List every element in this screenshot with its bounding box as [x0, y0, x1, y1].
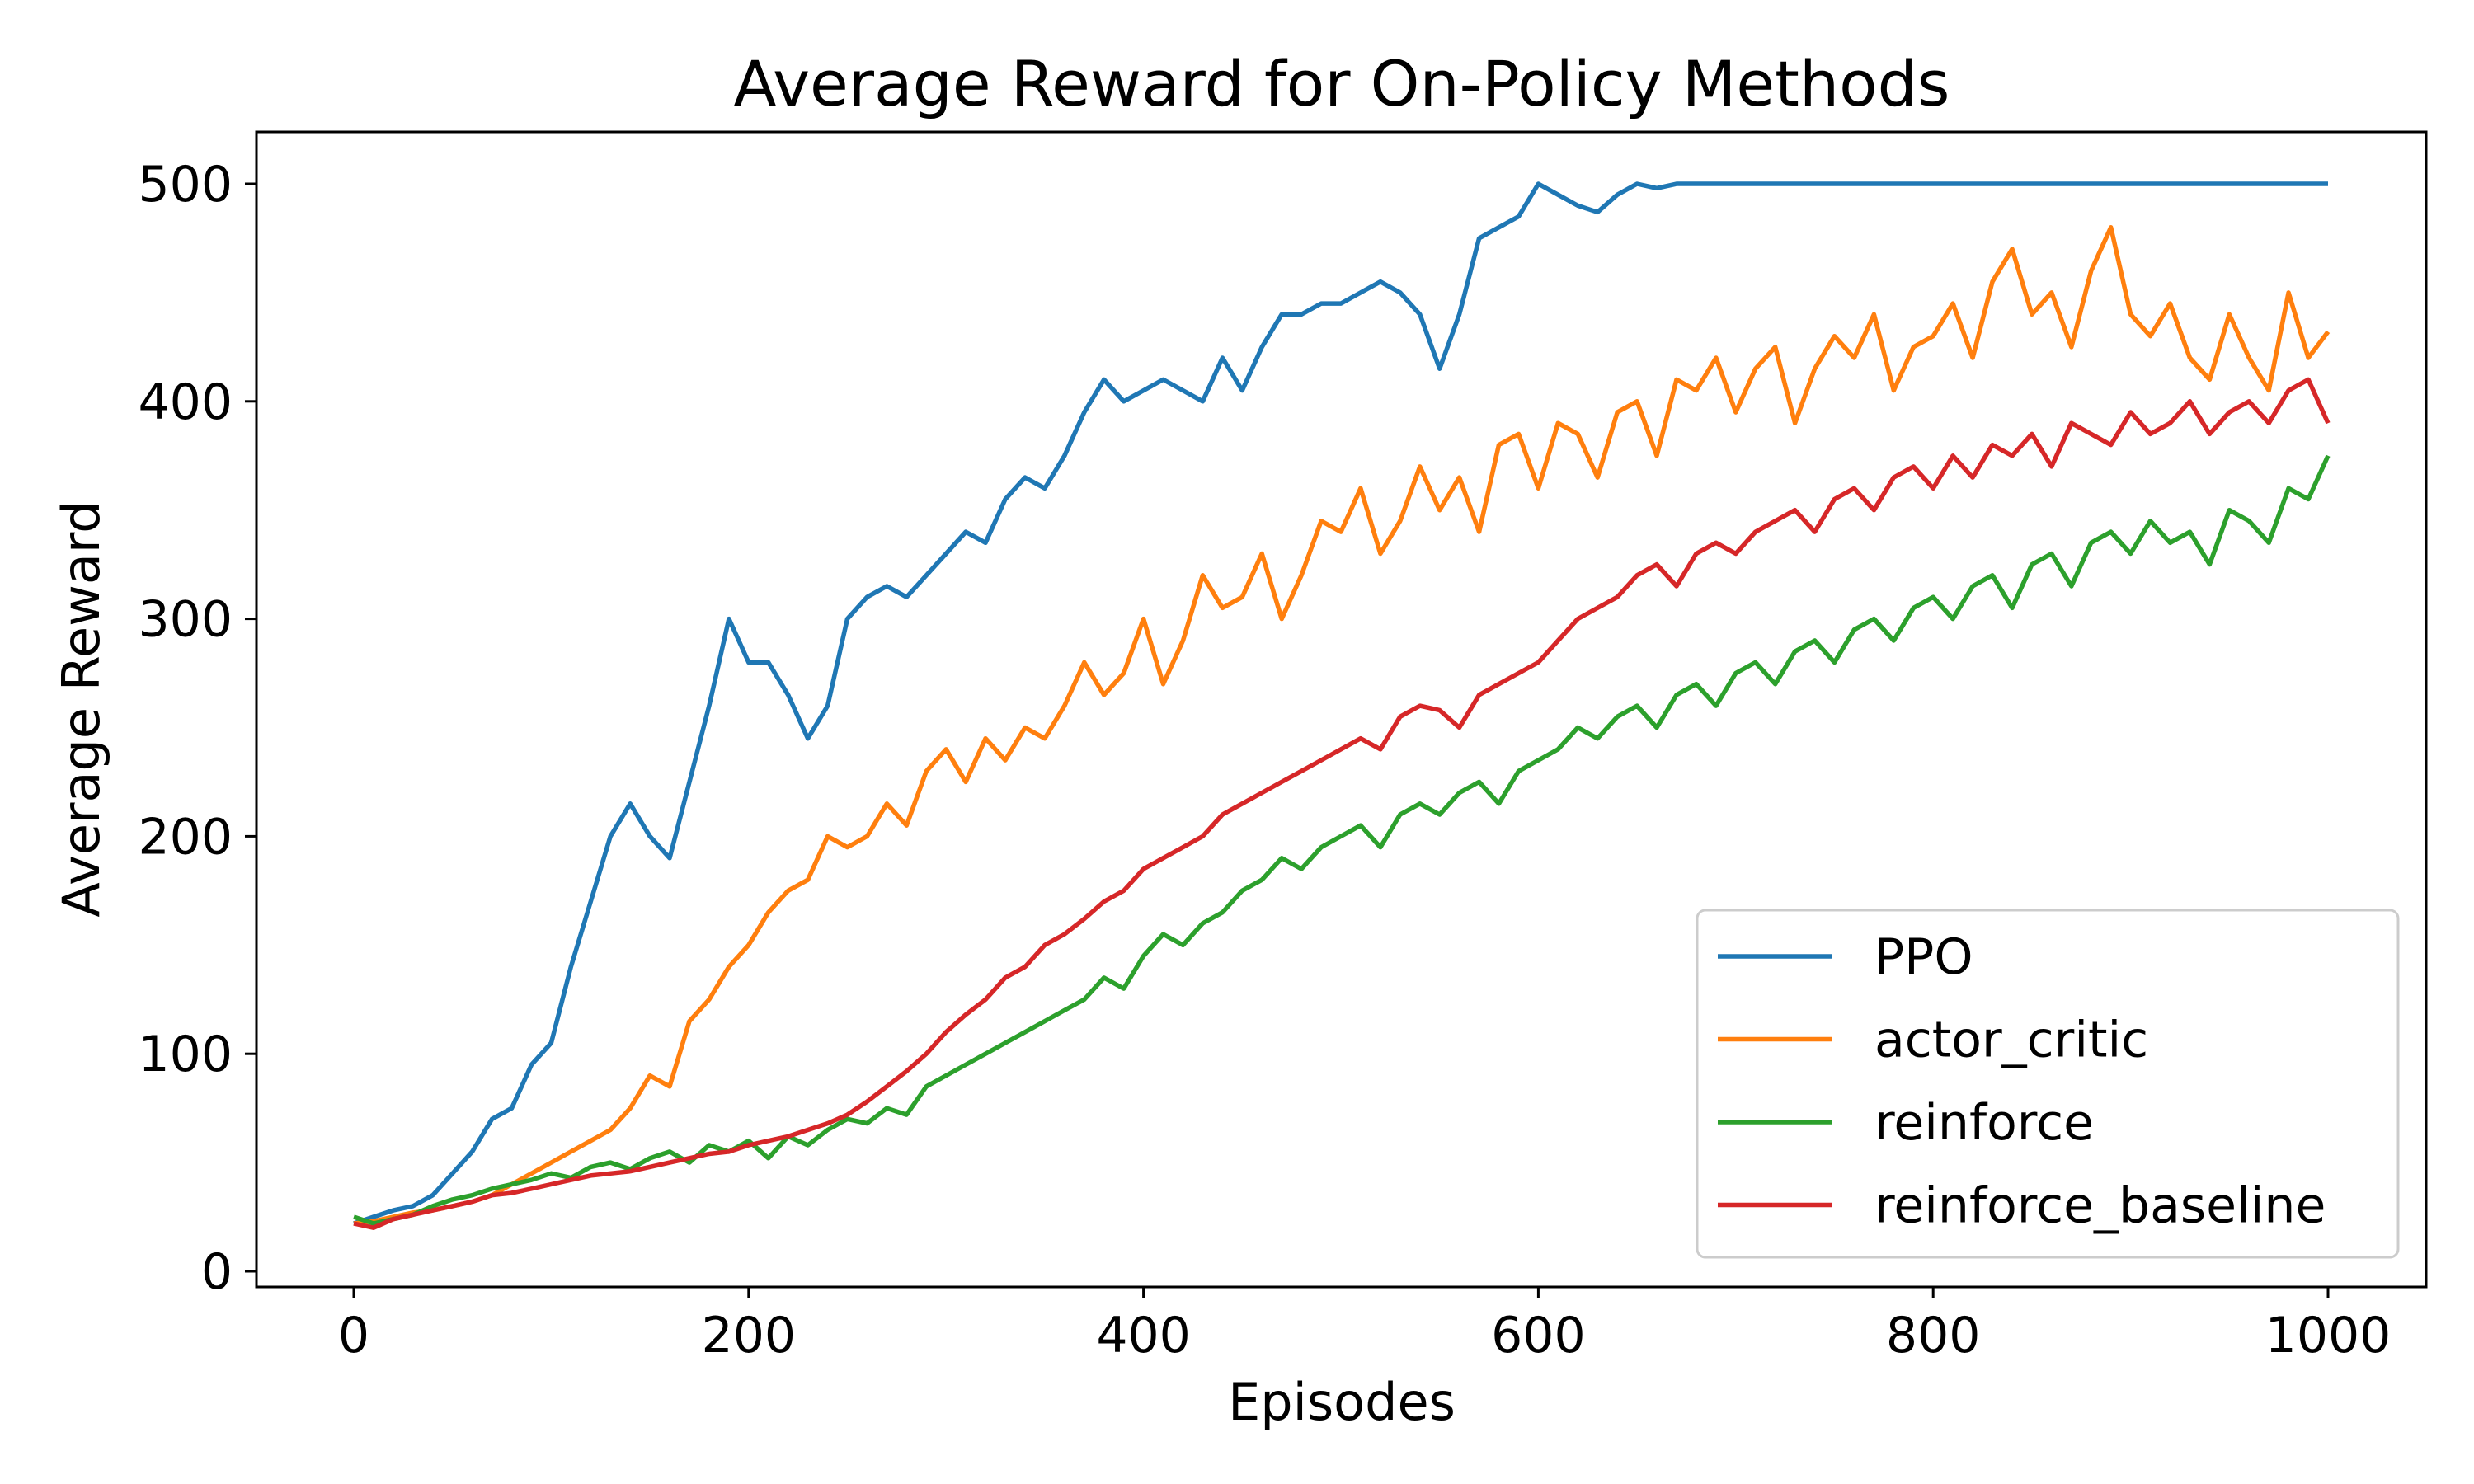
legend-label: actor_critic [1874, 1012, 2148, 1069]
y-tick-label: 400 [138, 373, 233, 431]
legend-box [1696, 909, 2400, 1259]
y-tick-label: 300 [138, 591, 233, 649]
x-axis-label: Episodes [1228, 1372, 1456, 1432]
x-tick-label: 0 [338, 1307, 369, 1364]
series-layer [353, 181, 2331, 1230]
chart-title: Average Reward for On-Policy Methods [734, 47, 1950, 120]
y-tick-label: 100 [138, 1026, 233, 1083]
legend-label: reinforce [1874, 1094, 2094, 1152]
legend-label: reinforce_baseline [1874, 1177, 2326, 1235]
x-tick-label: 1000 [2265, 1307, 2392, 1364]
legend: PPO actor_critic reinforce reinforce_baseli… [1696, 909, 2400, 1259]
y-tick-label: 0 [201, 1243, 233, 1301]
y-axis-label: Average Reward [51, 500, 111, 917]
legend-label: PPO [1874, 928, 1973, 986]
y-tick-label: 500 [138, 156, 233, 214]
x-tick-label: 200 [702, 1307, 797, 1364]
series-line-actor-critic [353, 225, 2331, 1226]
plot-frame [255, 130, 2428, 1289]
x-tick-label: 400 [1096, 1307, 1191, 1364]
series-line-PPO [353, 181, 2328, 1226]
series-line-reinforce-baseline [353, 377, 2331, 1230]
x-tick-label: 800 [1886, 1307, 1981, 1364]
y-tick-label: 200 [138, 808, 233, 866]
x-tick-label: 600 [1491, 1307, 1586, 1364]
ticks-layer: 0 200 400 600 800 1000 0 100 200 300 400 500 [138, 156, 2391, 1364]
